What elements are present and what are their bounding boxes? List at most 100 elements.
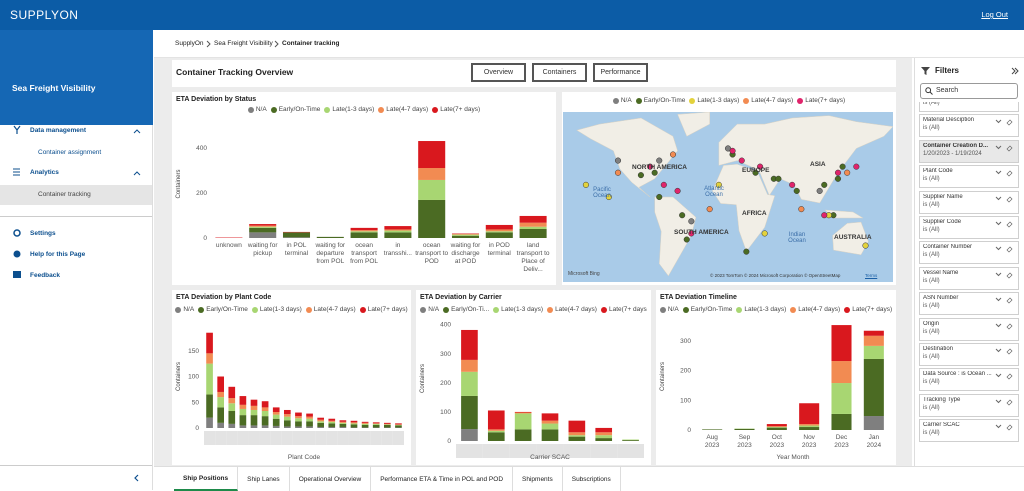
map-terms[interactable]: Terms [865, 273, 877, 278]
map-point[interactable] [656, 158, 662, 164]
map-point[interactable] [863, 243, 869, 249]
nav-item[interactable]: Analytics [30, 169, 59, 176]
map-point[interactable] [661, 182, 667, 188]
nav-button[interactable]: Overview [471, 63, 526, 82]
bar-segment [262, 411, 269, 416]
map-point[interactable] [844, 170, 850, 176]
map-point[interactable] [656, 194, 662, 200]
nav-button[interactable]: Performance [593, 63, 648, 82]
legend-swatch [797, 98, 803, 104]
map-point[interactable] [854, 164, 860, 170]
bar-segment [328, 421, 335, 422]
map-point[interactable] [675, 188, 681, 194]
filter-card[interactable]: Container Creation D...1/20/2023 - 1/19/… [919, 140, 1019, 163]
bar-segment [284, 414, 291, 417]
filter-name: Plant Code [923, 168, 995, 174]
map-point[interactable] [840, 164, 846, 170]
nav-item[interactable]: Data management [30, 127, 86, 134]
bar-segment [395, 423, 402, 424]
page-tab[interactable]: Operational Overview [290, 467, 372, 491]
bar-segment [328, 423, 335, 427]
page-tab[interactable]: Performance ETA & Time in POL and POD [371, 467, 513, 491]
hidden-label [204, 431, 215, 445]
map-point[interactable] [821, 212, 827, 218]
map-point[interactable] [670, 152, 676, 158]
map-point[interactable] [689, 218, 695, 224]
map-label: Pacific Ocean [588, 187, 616, 199]
map-point[interactable] [817, 188, 823, 194]
logout-link[interactable]: Log Out [981, 10, 1008, 19]
breadcrumb-item[interactable]: SupplyOn [175, 40, 204, 47]
nav-button[interactable]: Containers [532, 63, 587, 82]
bar-segment [542, 429, 559, 441]
map-point[interactable] [835, 170, 841, 176]
map-point[interactable] [794, 188, 800, 194]
bar-segment [569, 421, 586, 433]
breadcrumb-item[interactable]: Sea Freight Visibility [214, 40, 273, 47]
logo[interactable]: SUPPLYON [10, 8, 78, 22]
map-label: ASIA [810, 161, 826, 168]
collapse-filters[interactable] [1011, 67, 1019, 75]
map-point[interactable] [684, 237, 690, 243]
search-box[interactable]: Search [920, 83, 1018, 99]
nav-subitem[interactable]: Container assignment [38, 149, 101, 156]
bar-segment [384, 424, 391, 425]
map-point[interactable] [739, 158, 745, 164]
bar-segment [228, 398, 235, 403]
map-point[interactable] [821, 182, 827, 188]
page-tab[interactable]: Shipments [513, 467, 563, 491]
nav-link[interactable]: Settings [30, 230, 56, 237]
page-tab[interactable]: Subscriptions [563, 467, 621, 491]
map-point[interactable] [799, 206, 805, 212]
bar-segment [295, 421, 302, 426]
divider [0, 216, 152, 217]
filter-icons [995, 144, 1015, 152]
legend-label: N/A [621, 97, 632, 104]
filter-card[interactable]: Data Source : is Ocean ...is (All) [919, 368, 1019, 391]
page-tab[interactable]: Ship Lanes [238, 467, 290, 491]
hidden-label [360, 431, 371, 445]
hidden-label [393, 431, 404, 445]
map-point[interactable] [835, 176, 841, 182]
filter-name: Supplier Code [923, 219, 995, 225]
map-point[interactable] [789, 182, 795, 188]
divider [0, 465, 152, 466]
map-point[interactable] [638, 172, 644, 178]
map-point[interactable] [615, 158, 621, 164]
bar-segment [595, 428, 612, 432]
map-point[interactable] [776, 176, 782, 182]
nav-link[interactable]: Feedback [30, 272, 60, 279]
bar-segment [328, 422, 335, 424]
map-point[interactable] [615, 170, 621, 176]
y-tick-label: 400 [440, 322, 451, 329]
map-point[interactable] [707, 206, 713, 212]
bar-segment [622, 440, 639, 441]
nav-chevrons [132, 127, 142, 177]
eraser [1007, 324, 1012, 329]
map-point[interactable] [679, 212, 685, 218]
nav-link[interactable]: Help for this Page [30, 251, 85, 258]
map-point[interactable] [744, 249, 750, 255]
collapse-button[interactable] [132, 473, 142, 483]
bar-segment [486, 229, 513, 231]
bar-segment [486, 225, 513, 230]
bar-segment [317, 420, 324, 422]
bar-segment [595, 432, 612, 435]
page-tab[interactable]: Ship Positions [174, 467, 238, 491]
bar-segment [240, 425, 247, 428]
map-point[interactable] [730, 148, 736, 154]
map-point[interactable] [762, 231, 768, 237]
nav-subitem[interactable]: Container tracking [38, 191, 91, 198]
